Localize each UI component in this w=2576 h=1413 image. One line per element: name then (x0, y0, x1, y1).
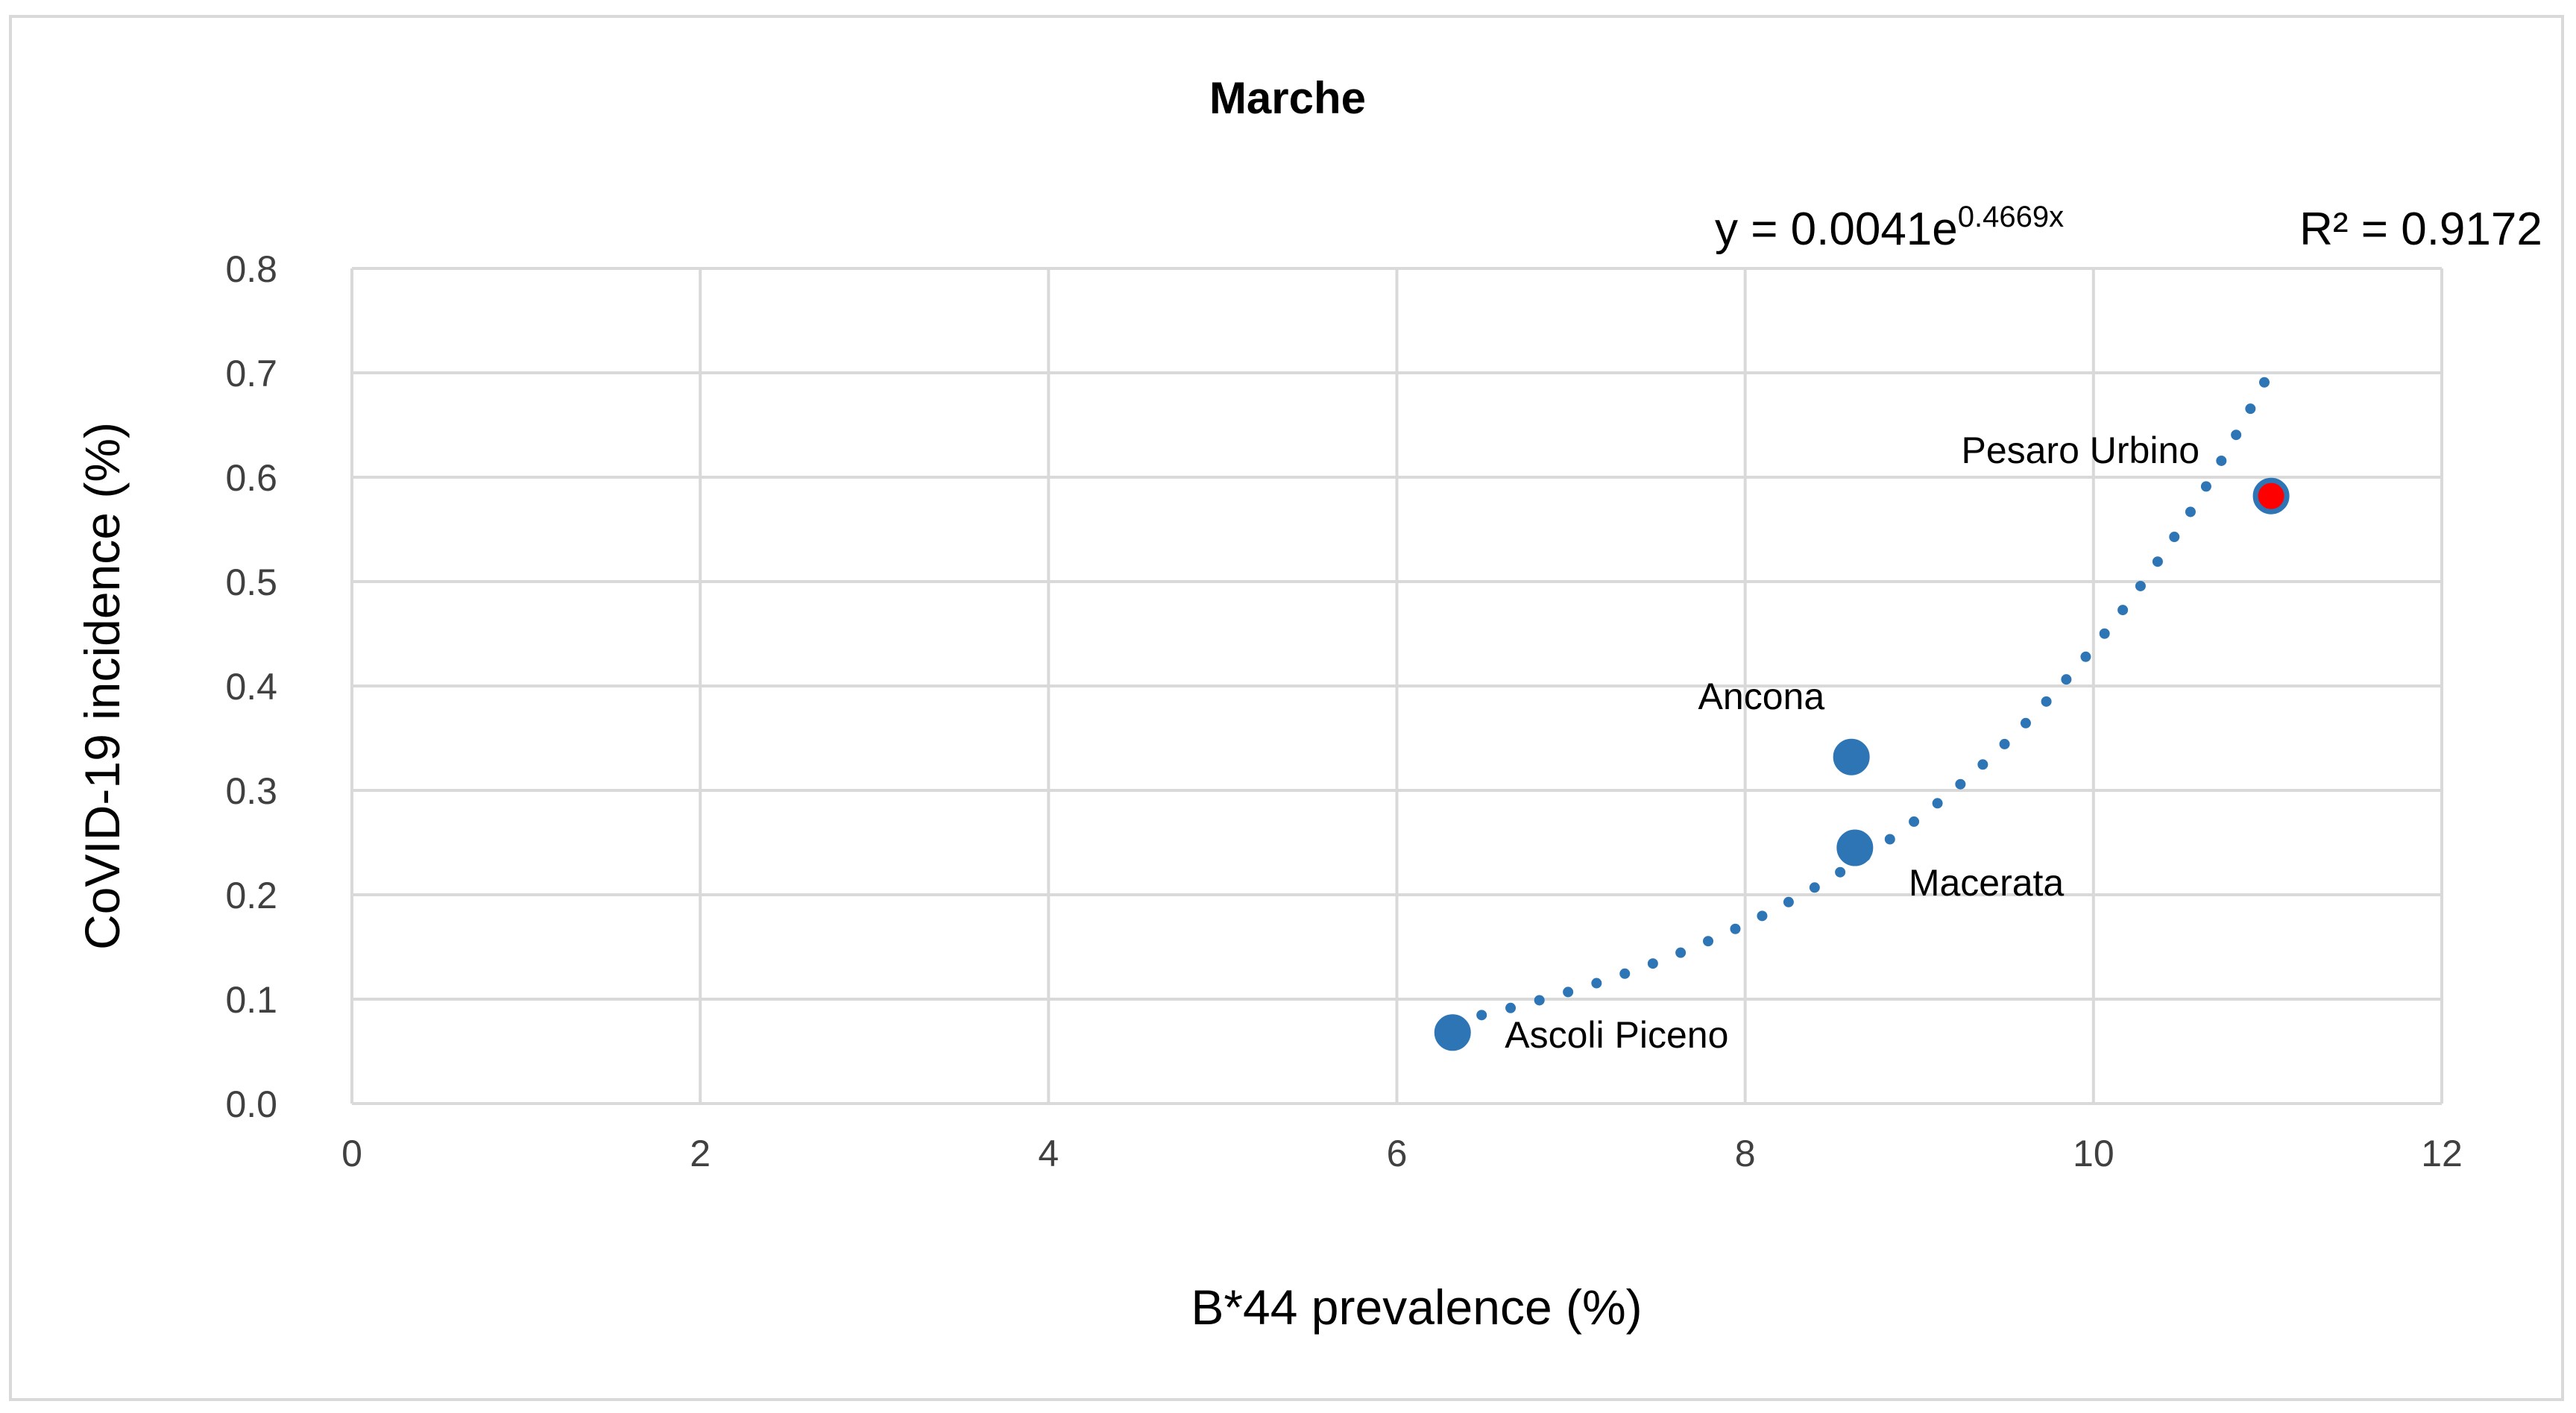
equation-exponent: 0.4669x (1958, 201, 2064, 233)
x-tick-label: 2 (690, 1133, 711, 1174)
data-label-ascoli-piceno: Ascoli Piceno (1505, 1014, 1728, 1056)
x-tick-label: 4 (1038, 1133, 1059, 1174)
x-tick-label: 12 (2421, 1133, 2463, 1174)
grid (350, 267, 2443, 1105)
x-axis-title: B*44 prevalence (%) (1191, 1280, 1642, 1335)
equation-prefix: y = 0.0041e (1715, 204, 1958, 255)
y-tick-label: 0.2 (225, 875, 277, 916)
r-squared-label: R² = 0.9172 (2299, 204, 2542, 255)
y-tick-label: 0.3 (225, 770, 277, 812)
y-tick-label: 0.5 (225, 561, 277, 603)
y-tick-label: 0.1 (225, 979, 277, 1021)
trendline-equation: y = 0.0041e0.4669x (1715, 201, 2064, 255)
y-axis-title: CoVID-19 incidence (%) (75, 422, 130, 950)
y-tick-label: 0.0 (225, 1083, 277, 1125)
x-tick-label: 0 (341, 1133, 362, 1174)
x-tick-label: 10 (2073, 1133, 2114, 1174)
y-tick-label: 0.8 (225, 248, 277, 290)
data-point-macerata (1836, 829, 1874, 866)
x-tick-label: 6 (1387, 1133, 1408, 1174)
y-tick-label: 0.4 (225, 666, 277, 708)
x-tick-label: 8 (1735, 1133, 1756, 1174)
data-point-labels: Ascoli Piceno Macerata Ancona Pesaro Urbino (1505, 429, 2199, 1056)
y-axis-ticks: 0.0 0.1 0.2 0.3 0.4 0.5 0.6 0.7 0.8 (225, 248, 277, 1125)
y-tick-label: 0.7 (225, 353, 277, 394)
data-point-ancona (1833, 738, 1870, 775)
data-label-pesaro-urbino: Pesaro Urbino (1961, 429, 2199, 471)
data-label-ancona: Ancona (1698, 676, 1825, 717)
y-tick-label: 0.6 (225, 457, 277, 499)
data-point-ascoli-piceno (1434, 1014, 1471, 1051)
chart-title: Marche (1209, 73, 1366, 123)
data-point-pesaro-urbino (2252, 477, 2290, 514)
chart-border (9, 15, 2564, 1401)
x-axis-ticks: 0 2 4 6 8 10 12 (341, 1133, 2463, 1174)
data-label-macerata: Macerata (1909, 862, 2065, 904)
data-points (1434, 477, 2290, 1051)
